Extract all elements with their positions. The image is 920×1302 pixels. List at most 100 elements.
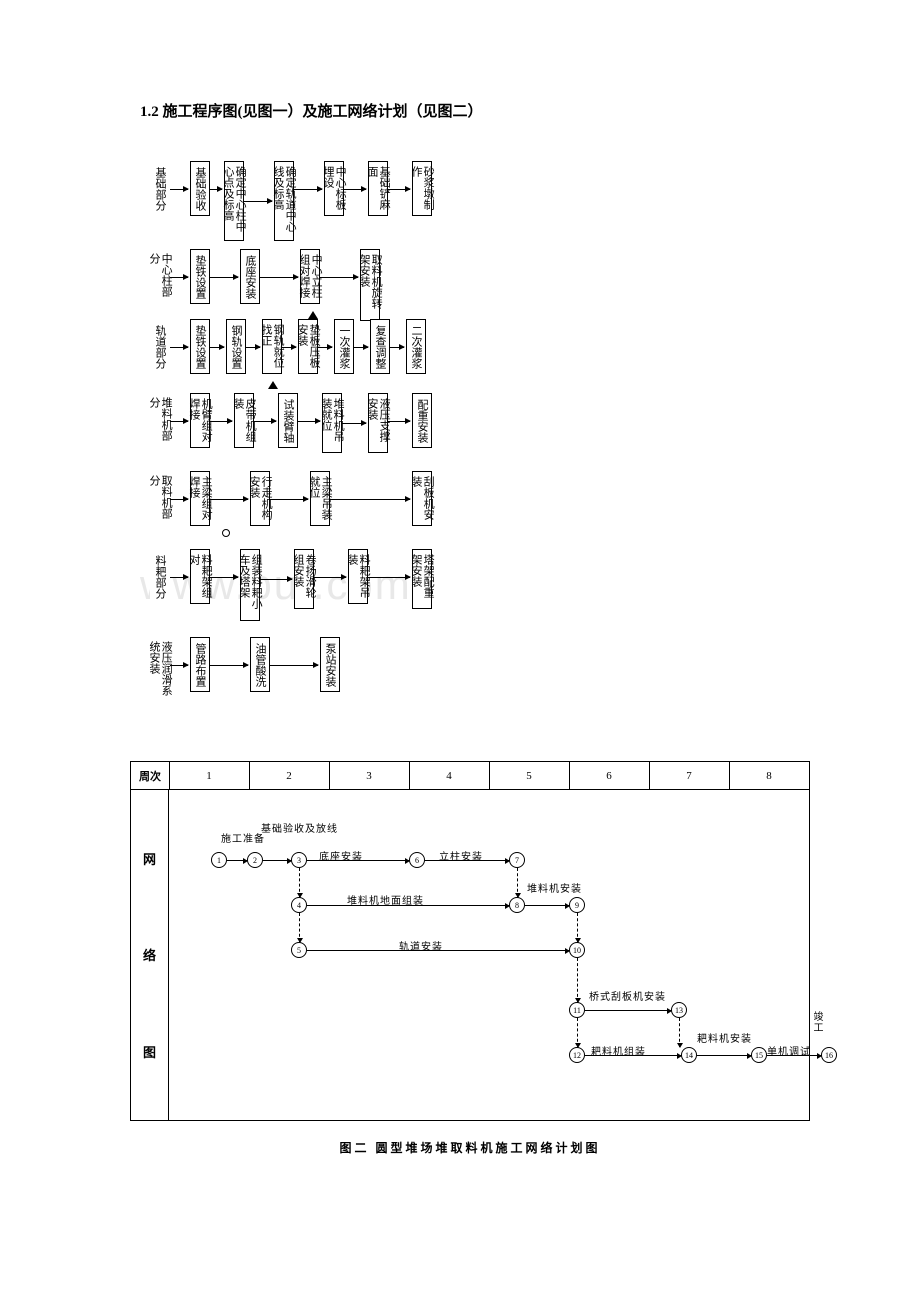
flow-box: 复查调整 [370, 319, 390, 374]
flow-arrow [368, 577, 410, 578]
net-node: 13 [671, 1002, 687, 1018]
flow-arrow [170, 277, 188, 278]
flow-arrow [210, 189, 222, 190]
flow-arrow [170, 189, 188, 190]
flowchart-figure-1: www.bu .com 基础部分基础验收确定中心柱中心点及标高确定轨道中心线及标… [150, 161, 500, 721]
net-header-divider [249, 762, 250, 790]
flow-box: 砂浆墩制作 [412, 161, 432, 216]
net-edge-dashed [517, 868, 518, 897]
net-edge [525, 905, 569, 906]
flow-arrow [170, 347, 188, 348]
flow-box: 泵站安装 [320, 637, 340, 692]
net-edge-label: 单机调试 [767, 1043, 811, 1058]
flow-box: 中心标板埋设 [324, 161, 344, 216]
flow-arrow [244, 201, 272, 202]
flow-arrow [170, 499, 188, 500]
net-edge-dashed [577, 1018, 578, 1047]
net-node: 6 [409, 852, 425, 868]
flow-arrow [210, 421, 232, 422]
flow-arrow [388, 189, 410, 190]
net-edge [585, 1010, 671, 1011]
flow-box: 卷扬滑轮组安装 [294, 549, 314, 609]
flow-box: 钢轨就位找正 [262, 319, 282, 374]
net-node: 3 [291, 852, 307, 868]
flow-row-label: 中心柱部分 [150, 249, 170, 304]
net-edge-dashed [679, 1018, 680, 1047]
flow-box: 二次灌浆 [406, 319, 426, 374]
net-edge-dashed [577, 958, 578, 1002]
net-header-week: 2 [249, 762, 329, 790]
flow-arrow [170, 665, 188, 666]
flow-arrow [390, 347, 404, 348]
flow-box: 组装料耙小车及塔架 [240, 549, 260, 621]
flow-arrow [210, 499, 248, 500]
flow-row-label: 轨道部分 [150, 319, 170, 374]
flow-box: 管路布置 [190, 637, 210, 692]
net-edge-label: 轨道安装 [399, 938, 443, 953]
net-edge-dashed [299, 913, 300, 942]
net-node: 1 [211, 852, 227, 868]
net-edge-label: 立柱安装 [439, 848, 483, 863]
flow-box: 液压支撑安装 [368, 393, 388, 453]
flow-box: 主梁组对焊接 [190, 471, 210, 526]
net-header-divider [489, 762, 490, 790]
flow-arrow [210, 347, 224, 348]
flow-arrow [260, 277, 298, 278]
net-header-divider [809, 762, 810, 790]
net-edge-dashed [299, 868, 300, 897]
net-edge-label: 基础验收及放线 [261, 820, 338, 835]
flow-arrow [298, 421, 320, 422]
net-edge-label: 底座安装 [319, 848, 363, 863]
net-header-divider [329, 762, 330, 790]
flow-box: 基础铲麻面 [368, 161, 388, 216]
flow-arrow [282, 347, 296, 348]
flow-box: 配重安装 [412, 393, 432, 448]
flow-box: 基础验收 [190, 161, 210, 216]
flow-box: 塔架配重架安装 [412, 549, 432, 609]
flow-box: 堆料机吊装就位 [322, 393, 342, 453]
flow-arrow [260, 579, 292, 580]
flow-row-label: 基础部分 [150, 161, 170, 216]
net-header-weeklabel: 周次 [131, 762, 169, 790]
net-node: 2 [247, 852, 263, 868]
flow-row-label: 液压润滑系统安装 [150, 637, 170, 709]
net-node: 4 [291, 897, 307, 913]
net-header-week: 6 [569, 762, 649, 790]
flow-arrow [320, 277, 358, 278]
flow-box: 刮板机安装 [412, 471, 432, 526]
flow-box: 确定中心柱中心点及标高 [224, 161, 244, 241]
flow-arrow [210, 665, 248, 666]
flow-box: 一次灌浆 [334, 319, 354, 374]
flow-box: 中心立柱组对焊接 [300, 249, 320, 304]
flow-box: 垫板压板安装 [298, 319, 318, 374]
flow-arrow [170, 421, 188, 422]
net-header-divider [569, 762, 570, 790]
net-edge-label: 堆料机地面组装 [347, 892, 424, 907]
flow-arrow [210, 577, 238, 578]
watermark: www.bu .com [140, 561, 412, 609]
net-node: 7 [509, 852, 525, 868]
net-node: 12 [569, 1047, 585, 1063]
net-side-label: 图 [143, 1042, 156, 1061]
flow-box: 皮带机组装 [234, 393, 254, 448]
flow-arrow [388, 421, 410, 422]
flow-arrow [342, 423, 366, 424]
net-edge-label: 桥式刮板机安装 [589, 988, 666, 1003]
flow-box: 机臂组对焊接 [190, 393, 210, 448]
net-header-week: 5 [489, 762, 569, 790]
net-edge-label: 耙料机组装 [591, 1043, 646, 1058]
flow-box: 行走机构安装 [250, 471, 270, 526]
net-edge-dashed [577, 913, 578, 942]
net-node: 5 [291, 942, 307, 958]
net-node: 14 [681, 1047, 697, 1063]
flow-arrow [170, 577, 188, 578]
flow-row-label: 取料机部分 [150, 471, 170, 526]
flow-row-label: 堆料机部分 [150, 393, 170, 448]
ext-label-completion: 竣工 [809, 1011, 824, 1033]
flow-arrow [344, 189, 366, 190]
flow-box: 试装臂轴 [278, 393, 298, 448]
net-header-week: 1 [169, 762, 249, 790]
net-edge-label: 耙料机安装 [697, 1030, 752, 1045]
net-header-week: 3 [329, 762, 409, 790]
flow-box: 确定轨道中心线及标高 [274, 161, 294, 241]
